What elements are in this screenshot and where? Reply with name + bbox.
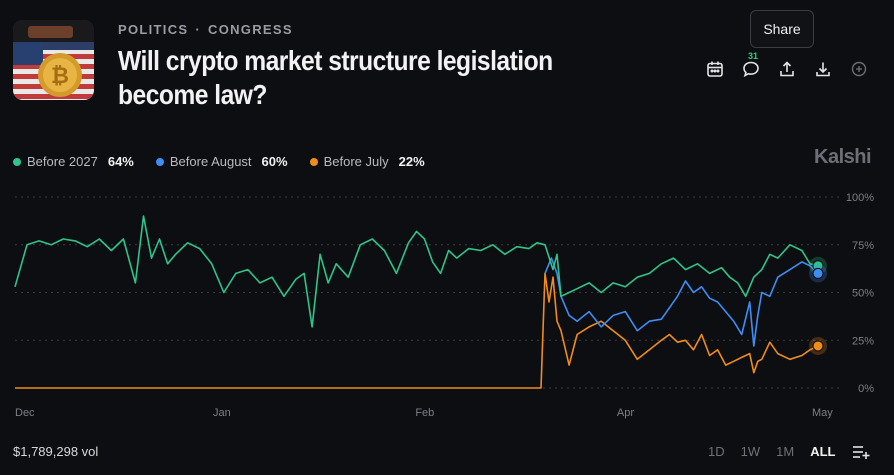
header-actions <box>697 58 877 80</box>
y-tick-label: 0% <box>858 383 874 395</box>
download-button[interactable] <box>805 58 841 80</box>
legend-item-before-2027[interactable]: Before 2027 64% <box>13 154 134 169</box>
calendar-button[interactable] <box>697 58 733 80</box>
comments-button[interactable] <box>733 58 769 80</box>
legend-label: Before July <box>323 154 389 169</box>
chart-legend: Before 2027 64% Before August 60% Before… <box>13 154 425 169</box>
legend-item-before-august[interactable]: Before August 60% <box>155 154 288 169</box>
endpoint-marker <box>812 340 824 352</box>
x-tick-label: Dec <box>15 407 35 419</box>
y-tick-label: 25% <box>852 335 874 347</box>
range-1m[interactable]: 1M <box>776 444 795 459</box>
breadcrumb-separator: · <box>195 22 201 37</box>
y-tick-label: 50% <box>852 288 874 300</box>
brand-logo: Kalshi <box>814 146 872 168</box>
series-line-before-august <box>544 257 819 347</box>
volume-text: $1,789,298 vol <box>13 444 99 459</box>
legend-item-before-july[interactable]: Before July 22% <box>309 154 425 169</box>
time-range-selector: 1D 1W 1M ALL <box>708 444 835 459</box>
add-button[interactable] <box>841 58 877 80</box>
series-line-before-july <box>15 272 819 389</box>
legend-dot-icon <box>155 157 164 166</box>
series-line-before-2027 <box>14 215 819 328</box>
page-title: Will crypto market structure legislation… <box>118 45 553 110</box>
share-icon <box>780 61 794 77</box>
comment-count-badge: 31 <box>748 51 759 61</box>
x-tick-label: Jan <box>213 407 231 419</box>
legend-dot-icon <box>309 157 318 166</box>
x-tick-label: Apr <box>617 407 634 419</box>
range-all[interactable]: ALL <box>810 444 836 459</box>
comment-icon <box>743 61 759 78</box>
legend-value: 22% <box>398 154 425 169</box>
breadcrumb-category[interactable]: POLITICS <box>118 22 189 37</box>
breadcrumb-subcategory[interactable]: CONGRESS <box>208 22 293 37</box>
range-1d[interactable]: 1D <box>708 444 725 459</box>
download-icon <box>816 62 830 77</box>
legend-label: Before August <box>169 154 252 169</box>
endpoint-marker <box>812 267 824 279</box>
svg-text:₿: ₿ <box>51 63 69 88</box>
price-chart[interactable]: 100% 75% 50% 25% 0% Dec Jan Feb Apr May <box>0 180 894 420</box>
y-tick-label: 100% <box>846 192 874 204</box>
list-add-icon[interactable] <box>852 444 870 460</box>
legend-dot-icon <box>13 157 21 166</box>
legend-value: 60% <box>261 154 288 169</box>
breadcrumb: POLITICS · CONGRESS <box>118 22 293 37</box>
range-1w[interactable]: 1W <box>740 444 761 459</box>
plus-circle-icon <box>851 61 867 77</box>
legend-value: 64% <box>107 154 134 169</box>
share-button[interactable] <box>769 58 805 80</box>
x-tick-label: May <box>812 407 833 419</box>
y-tick-label: 75% <box>852 240 874 252</box>
calendar-icon <box>707 61 723 77</box>
share-tooltip: Share <box>750 10 814 48</box>
legend-label: Before 2027 <box>27 154 98 169</box>
market-thumbnail: ₿ <box>13 20 94 100</box>
x-tick-label: Feb <box>415 407 434 419</box>
